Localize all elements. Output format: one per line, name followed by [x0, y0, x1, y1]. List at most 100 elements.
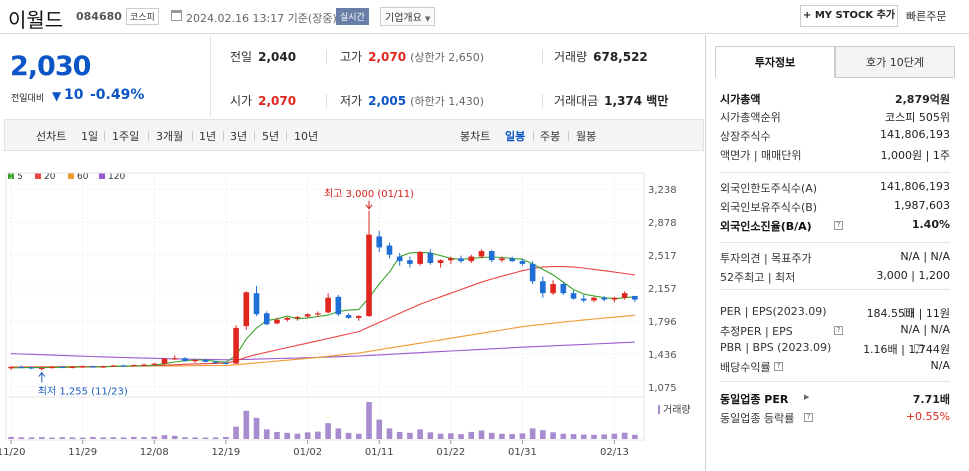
stat-value: 678,522	[593, 50, 648, 64]
candle-body	[59, 366, 66, 369]
volume-bar	[100, 437, 106, 439]
tab-orderbook[interactable]: 호가 10단계	[835, 46, 955, 78]
stat-open: 시가 2,070	[230, 92, 296, 109]
x-tick-label: 12/08	[140, 447, 169, 458]
candle-body	[263, 313, 270, 325]
ma-line-60	[11, 314, 635, 368]
help-icon[interactable]: ?	[834, 221, 843, 230]
help-icon[interactable]: ?	[914, 344, 923, 353]
candle-body	[488, 251, 495, 261]
candle-body	[110, 365, 117, 367]
candle-body	[632, 295, 638, 300]
candle-body	[550, 284, 556, 294]
corp-info-dropdown[interactable]: 기업개요 ▼	[380, 7, 436, 26]
volume-bar	[110, 437, 117, 439]
candle-body	[253, 293, 260, 315]
candle-body	[151, 363, 158, 365]
y-tick-label: 1,796	[648, 317, 677, 328]
min-arrow-icon	[38, 371, 46, 383]
tab-1d[interactable]: 1일	[81, 130, 99, 143]
info-value: 141,806,193	[880, 180, 950, 193]
price-box: 2,030 전일대비 ▼ 10 -0.49%	[0, 35, 211, 117]
stock-chart[interactable]: 거래량 3,2382,8782,5172,1571,7961,4361,075 …	[0, 168, 704, 471]
tab-3m[interactable]: 3개월	[156, 130, 184, 143]
stock-name: 이월드	[8, 8, 64, 32]
tab-1w[interactable]: 1주일	[112, 130, 140, 143]
tab-invest-info[interactable]: 투자정보	[715, 46, 835, 78]
stat-volume: 거래량 678,522	[554, 48, 648, 65]
y-tick-label: 2,878	[648, 218, 677, 229]
candle-body	[570, 293, 577, 299]
candle-body	[386, 245, 393, 255]
candle-body	[417, 251, 423, 264]
corp-info-label: 기업개요	[385, 13, 422, 24]
legend-ma120: 120	[99, 172, 125, 182]
candle-body	[120, 365, 127, 367]
info-label: PER | EPS(2023.09)	[720, 305, 827, 318]
candle-body	[478, 251, 485, 257]
help-icon[interactable]: ?	[904, 308, 913, 317]
tab-10y[interactable]: 10년	[294, 130, 319, 143]
volume-bar	[591, 434, 597, 439]
tab-monthly[interactable]: 월봉	[576, 130, 597, 143]
info-row: 추정PER | EPS? N/A | N/A	[720, 323, 950, 341]
tab-daily[interactable]: 일봉	[505, 130, 526, 143]
candle-body	[171, 358, 178, 360]
volume-bar	[478, 430, 485, 439]
tab-5y[interactable]: 5년	[262, 130, 280, 143]
volume-bar	[243, 410, 250, 439]
volume-bar	[325, 423, 331, 439]
info-value: N/A | N/A	[900, 323, 950, 336]
price-stats: 전일 2,040 고가 2,070 (상한가 2,650) 거래량 678,522 시가…	[212, 35, 704, 117]
volume-bar	[345, 432, 352, 439]
candle-body	[325, 297, 331, 313]
candle-body	[437, 260, 444, 263]
mystock-add-button[interactable]: + MY STOCK 추가	[800, 5, 898, 27]
volume-bar	[529, 428, 536, 439]
realtime-button[interactable]: 실시간	[336, 8, 369, 25]
y-tick-label: 2,517	[648, 251, 677, 262]
legend-label: 120	[108, 172, 126, 182]
volume-bar	[284, 432, 291, 439]
info-label: 동일업종 등락률	[720, 412, 795, 425]
change-value: 10	[64, 87, 84, 103]
candle-body	[274, 319, 280, 324]
candle-body	[294, 316, 301, 319]
info-label: 추정PER | EPS	[720, 325, 793, 338]
volume-bar	[59, 437, 66, 439]
candle-body	[79, 366, 86, 368]
stat-value: 2,005	[368, 94, 407, 108]
ma-line-5	[11, 251, 635, 369]
candle-body	[202, 359, 209, 362]
help-icon[interactable]: ?	[834, 326, 843, 335]
upper-limit: (상한가 2,650)	[410, 51, 484, 64]
volume-bar	[120, 437, 127, 439]
candle-body	[182, 358, 188, 361]
chevron-right-icon[interactable]: ▶	[804, 393, 810, 401]
tab-3y[interactable]: 3년	[230, 130, 248, 143]
tab-1y[interactable]: 1년	[199, 130, 217, 143]
stat-label: 전일	[230, 50, 253, 64]
candle-body	[141, 364, 147, 366]
volume-bar	[315, 431, 321, 439]
volume-bar	[233, 426, 239, 439]
info-label: 상장주식수	[720, 130, 771, 143]
volume-bar	[263, 429, 270, 439]
quote-datetime: 2024.02.16 13:17 기준(장중)	[186, 12, 337, 25]
volume-bar	[427, 432, 434, 439]
help-icon[interactable]: ?	[774, 362, 783, 371]
help-icon[interactable]: ?	[804, 413, 813, 422]
volume-bar	[560, 433, 567, 439]
info-label: 배당수익률	[720, 361, 771, 374]
stat-amount: 거래대금 1,374 백만	[554, 92, 668, 109]
volume-bar	[540, 430, 546, 439]
stock-code: 084680	[76, 10, 122, 23]
quick-order-link[interactable]: 빠른주문	[906, 10, 947, 23]
candle-body	[376, 236, 383, 248]
change-percent: -0.49%	[90, 87, 145, 103]
volume-bar	[223, 436, 229, 439]
candle-body	[591, 297, 597, 301]
tab-weekly[interactable]: 주봉	[540, 130, 561, 143]
volume-bar	[253, 417, 260, 439]
volume-bar	[417, 429, 423, 439]
